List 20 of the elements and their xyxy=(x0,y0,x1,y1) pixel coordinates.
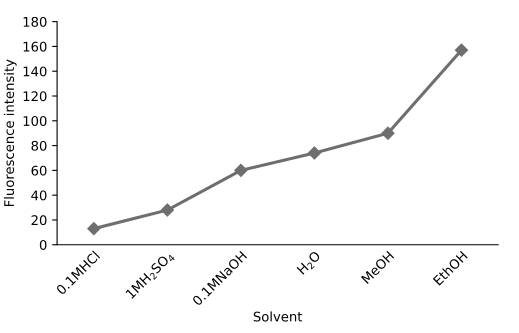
point xyxy=(87,222,100,236)
point xyxy=(308,146,322,160)
x-axis-title: Solvent xyxy=(254,311,302,322)
x-tick-label: H$_{2}$O xyxy=(296,250,322,276)
y-axis-title: Fluorescence intensity xyxy=(4,59,17,206)
point xyxy=(381,126,395,140)
point xyxy=(160,203,174,217)
y-tick-label: 180 xyxy=(24,16,46,27)
y-tick-label: 0 xyxy=(40,240,46,250)
y-tick-label: 20 xyxy=(32,215,46,226)
y-tick-label: 80 xyxy=(31,140,46,151)
y-tick-label: 60 xyxy=(32,166,46,176)
point xyxy=(234,164,248,177)
y-tick-label: 120 xyxy=(24,91,46,102)
x-tick-label: 1MH$_{2}$SO$_{4}$ xyxy=(125,250,176,300)
y-tick-label: 160 xyxy=(24,42,46,52)
point xyxy=(454,44,468,57)
y-tick-label: 40 xyxy=(31,190,46,200)
y-tick-label: 100 xyxy=(24,116,46,126)
y-tick-label: 140 xyxy=(24,66,46,76)
